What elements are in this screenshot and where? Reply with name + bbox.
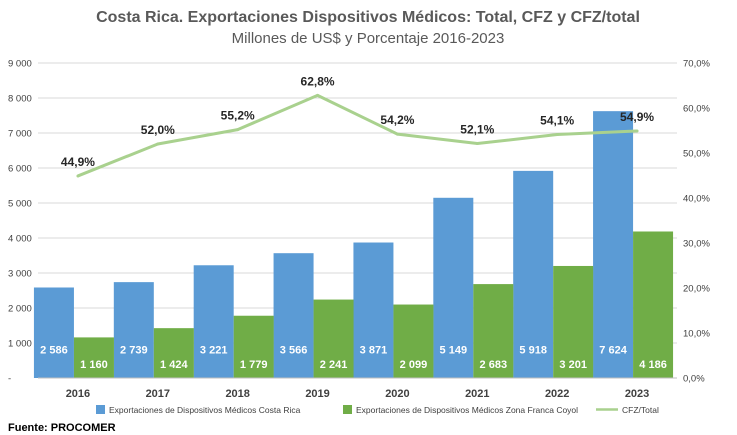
bar-total-label: 2 586 <box>40 345 68 357</box>
legend-label-total: Exportaciones de Dispositivos Médicos Co… <box>109 405 301 415</box>
bar-total-label: 3 566 <box>280 345 308 357</box>
chart-title: Costa Rica. Exportaciones Dispositivos M… <box>96 9 640 26</box>
bar-total <box>513 170 554 378</box>
x-tick-label: 2021 <box>465 388 489 400</box>
ratio-label: 55,2% <box>221 109 255 123</box>
x-tick-label: 2020 <box>385 388 409 400</box>
ratio-point <box>156 142 160 146</box>
ratio-label: 62,8% <box>301 74 335 88</box>
ratio-point <box>316 93 320 97</box>
legend-label-cfz: Exportaciones de Dispositivos Médicos Zo… <box>356 405 578 415</box>
bar-cfz <box>313 299 354 378</box>
right-tick-label: 10,0% <box>683 329 710 340</box>
bar-cfz-label: 3 201 <box>559 359 587 371</box>
ratio-label: 44,9% <box>61 155 95 169</box>
bar-total <box>433 197 474 378</box>
bar-cfz <box>393 304 434 378</box>
bar-total <box>193 265 234 378</box>
bar-cfz-label: 2 241 <box>320 359 348 371</box>
bar-total-label: 5 918 <box>519 345 547 357</box>
right-tick-label: 60,0% <box>683 104 710 115</box>
ratio-label: 54,9% <box>620 110 654 124</box>
left-tick-label: 6 000 <box>8 164 32 175</box>
bar-cfz <box>233 315 274 378</box>
bar-cfz <box>73 337 114 378</box>
left-tick-label: 1 000 <box>8 339 32 350</box>
legend: Exportaciones de Dispositivos Médicos Co… <box>96 405 659 415</box>
bar-total-label: 3 871 <box>360 345 388 357</box>
x-tick-label: 2023 <box>625 388 649 400</box>
bar-cfz-label: 1 779 <box>240 359 268 371</box>
bar-total <box>113 282 154 378</box>
x-tick-label: 2016 <box>66 388 90 400</box>
left-tick-label: 2 000 <box>8 304 32 315</box>
right-axis: 0,0% 10,0% 20,0% 30,0% 40,0% 50,0% 60,0% 70,0% <box>683 59 710 385</box>
ratio-point <box>635 129 639 133</box>
left-tick-label: 9 000 <box>8 59 32 70</box>
ratio-label: 52,1% <box>460 123 494 137</box>
ratio-point <box>76 174 80 178</box>
bar-cfz-label: 2 099 <box>400 359 428 371</box>
bar-total-label: 5 149 <box>440 345 468 357</box>
x-tick-label: 2018 <box>225 388 249 400</box>
ratio-point <box>236 128 240 132</box>
left-tick-label: 5 000 <box>8 199 32 210</box>
bar-total <box>273 253 314 378</box>
left-tick-label: 4 000 <box>8 234 32 245</box>
bar-total-label: 3 221 <box>200 345 228 357</box>
ratio-point <box>395 132 399 136</box>
left-tick-label: - <box>8 374 11 385</box>
source-note: Fuente: PROCOMER <box>8 422 116 434</box>
bar-total <box>593 111 634 378</box>
right-tick-label: 50,0% <box>683 149 710 160</box>
bar-cfz <box>553 265 594 378</box>
ratio-point <box>475 142 479 146</box>
bar-cfz <box>153 328 194 378</box>
left-axis: - 1 000 2 000 3 000 4 000 5 000 6 000 7 000 8 00… <box>8 59 32 385</box>
right-tick-label: 70,0% <box>683 59 710 70</box>
right-tick-label: 30,0% <box>683 239 710 250</box>
chart-subtitle: Millones de US$ y Porcentaje 2016-2023 <box>232 30 505 47</box>
right-tick-label: 40,0% <box>683 194 710 205</box>
legend-swatch-total <box>96 405 105 414</box>
ratio-label: 54,2% <box>380 113 414 127</box>
x-tick-label: 2022 <box>545 388 569 400</box>
bar-total-label: 7 624 <box>599 345 627 357</box>
bar-total-label: 2 739 <box>120 345 148 357</box>
bars: 2 586 2 739 3 221 3 566 3 871 5 149 5 918 7 624… <box>33 111 674 378</box>
ratio-label: 54,1% <box>540 114 574 128</box>
x-tick-label: 2017 <box>146 388 170 400</box>
ratio-line: 44,9% 52,0% 55,2% 62,8% 54,2% 52,1% 54,1% 54,9% <box>61 74 654 178</box>
bar-cfz-label: 2 683 <box>480 359 508 371</box>
x-tick-label: 2019 <box>305 388 329 400</box>
bar-total <box>33 287 74 378</box>
right-tick-label: 0,0% <box>683 374 705 385</box>
bar-cfz <box>473 284 514 378</box>
bar-cfz-label: 4 186 <box>639 359 667 371</box>
left-tick-label: 7 000 <box>8 129 32 140</box>
bar-cfz-label: 1 160 <box>80 359 108 371</box>
ratio-point <box>555 133 559 137</box>
legend-swatch-cfz <box>343 405 352 414</box>
bar-cfz <box>633 231 674 378</box>
legend-label-ratio: CFZ/Total <box>622 405 659 415</box>
ratio-line-path <box>77 93 638 178</box>
right-tick-label: 20,0% <box>683 284 710 295</box>
x-axis: 2016 2017 2018 2019 2020 2021 2022 2023 <box>38 377 677 400</box>
bar-cfz-label: 1 424 <box>160 359 188 371</box>
left-tick-label: 8 000 <box>8 94 32 105</box>
left-tick-label: 3 000 <box>8 269 32 280</box>
ratio-label: 52,0% <box>141 123 175 137</box>
bar-total <box>353 242 394 378</box>
